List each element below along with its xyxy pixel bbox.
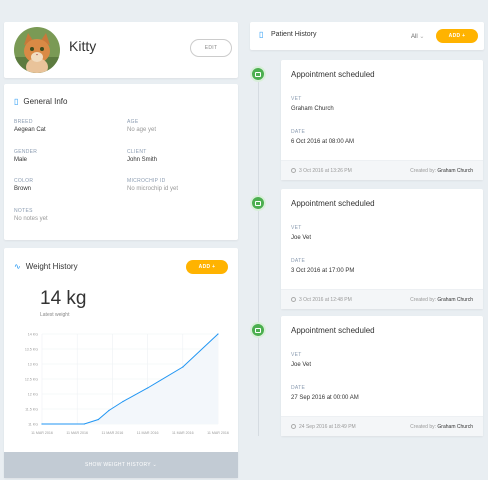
- history-filter-select[interactable]: All ⌄: [411, 34, 425, 40]
- y-tick-label: 12.5 KG: [25, 378, 38, 382]
- notes-label: NOTES: [14, 208, 33, 214]
- created-at: 3 Oct 2016 at 13:26 PM: [291, 168, 352, 174]
- latest-weight-label: Latest weight: [40, 312, 70, 318]
- date-label: DATE: [291, 129, 306, 135]
- color-value: Brown: [14, 186, 32, 192]
- edit-button[interactable]: EDIT: [190, 39, 232, 57]
- pet-avatar: [14, 27, 60, 73]
- created-by: Created by: Graham Church: [410, 168, 473, 174]
- y-tick-label: 14 KG: [28, 333, 38, 337]
- pulse-icon: ∿: [14, 262, 21, 271]
- appointment-card[interactable]: Appointment scheduled VET Graham Church …: [281, 60, 483, 180]
- appointment-title: Appointment scheduled: [291, 326, 375, 335]
- breed-value: Aegean Cat: [14, 127, 46, 133]
- microchip-value: No microchip id yet: [127, 186, 179, 192]
- x-tick-label: 11 MAR 2016: [66, 431, 88, 435]
- calendar-icon: [250, 195, 266, 211]
- show-weight-history-button[interactable]: SHOW WEIGHT HISTORY ⌄: [4, 452, 238, 478]
- clock-icon: [291, 297, 296, 302]
- appointment-footer: 3 Oct 2016 at 12:48 PM Created by: Graha…: [281, 289, 483, 309]
- weight-data-point: [108, 409, 110, 412]
- date-value: 6 Oct 2016 at 08:00 AM: [291, 139, 355, 145]
- timeline-line: [258, 70, 259, 436]
- weight-data-point: [97, 418, 99, 421]
- appointment-card[interactable]: Appointment scheduled VET Joe Vet DATE 3…: [281, 189, 483, 309]
- x-tick-label: 11 MAR 2016: [207, 431, 229, 435]
- vet-label: VET: [291, 96, 302, 102]
- weight-data-point: [41, 423, 43, 425]
- weight-data-point: [83, 423, 85, 425]
- clock-icon: [291, 424, 296, 429]
- vet-value: Graham Church: [291, 106, 334, 112]
- weight-area: [42, 334, 218, 424]
- x-tick-label: 11 MAR 2016: [172, 431, 194, 435]
- general-info-title: ▯ General Info: [14, 97, 68, 106]
- pet-name: Kitty: [69, 38, 97, 54]
- bookmark-icon: ▯: [14, 97, 19, 106]
- x-tick-label: 11 MAR 2016: [102, 431, 124, 435]
- date-value: 3 Oct 2016 at 17:00 PM: [291, 268, 355, 274]
- weight-data-point: [122, 400, 124, 403]
- y-tick-label: 11.5 KG: [25, 408, 38, 412]
- age-value: No age yet: [127, 127, 157, 133]
- y-tick-label: 13 KG: [28, 363, 38, 367]
- patient-history-title: Patient History: [271, 31, 317, 38]
- notes-value: No notes yet: [14, 216, 48, 222]
- vet-value: Joe Vet: [291, 362, 312, 368]
- patient-history-header: ▯ Patient History All ⌄ ADD +: [250, 22, 484, 50]
- general-info-card: ▯ General Info BREED Aegean Cat AGE No ag…: [4, 84, 238, 240]
- client-label: CLIENT: [127, 149, 147, 155]
- age-label: AGE: [127, 119, 139, 125]
- weight-history-title: ∿ Weight History: [14, 262, 78, 271]
- appointment-title: Appointment scheduled: [291, 70, 375, 79]
- x-tick-label: 11 MAR 2016: [137, 431, 159, 435]
- weight-data-point: [147, 387, 149, 389]
- appointment-footer: 24 Sep 2016 at 18:49 PM Created by: Grah…: [281, 416, 483, 436]
- client-value[interactable]: John Smith: [127, 157, 158, 163]
- vet-value: Joe Vet: [291, 235, 312, 241]
- vet-label: VET: [291, 352, 302, 358]
- x-tick-label: 11 MAR 2016: [31, 431, 53, 435]
- vet-label: VET: [291, 225, 302, 231]
- calendar-icon: [250, 66, 266, 82]
- weight-data-point: [182, 366, 184, 368]
- appointment-title: Appointment scheduled: [291, 199, 375, 208]
- y-tick-label: 13.5 KG: [25, 348, 38, 352]
- created-by: Created by: Graham Church: [410, 424, 473, 430]
- y-tick-label: 12 KG: [28, 393, 38, 397]
- created-at: 3 Oct 2016 at 12:48 PM: [291, 297, 352, 303]
- add-history-button[interactable]: ADD +: [436, 29, 478, 43]
- appointment-footer: 3 Oct 2016 at 13:26 PM Created by: Graha…: [281, 160, 483, 180]
- add-weight-button[interactable]: ADD +: [186, 260, 228, 274]
- color-label: COLOR: [14, 178, 34, 184]
- breed-label: BREED: [14, 119, 33, 125]
- latest-weight-value: 14 kg: [40, 288, 87, 309]
- date-label: DATE: [291, 258, 306, 264]
- gender-value: Male: [14, 157, 28, 163]
- date-value: 27 Sep 2016 at 00:00 AM: [291, 395, 359, 401]
- created-at: 24 Sep 2016 at 18:49 PM: [291, 424, 356, 430]
- weight-chart: 14 KG 13.5 KG 13 KG 12.5 KG 12 KG 11.5 KG 11 K…: [25, 333, 229, 436]
- weight-data-point: [217, 333, 219, 335]
- bookmark-icon: ▯: [259, 30, 264, 39]
- chevron-down-icon: ⌄: [419, 34, 425, 40]
- pet-header-card: Kitty EDIT: [4, 22, 238, 78]
- gender-label: GENDER: [14, 149, 38, 155]
- calendar-icon: [250, 322, 266, 338]
- appointment-card[interactable]: Appointment scheduled VET Joe Vet DATE 2…: [281, 316, 483, 436]
- date-label: DATE: [291, 385, 306, 391]
- clock-icon: [291, 168, 296, 173]
- created-by: Created by: Graham Church: [410, 297, 473, 303]
- microchip-label: MICROCHIP ID: [127, 178, 166, 184]
- weight-history-card: ∿ Weight History ADD + 14 kg Latest weigh…: [4, 248, 238, 478]
- y-tick-label: 11 KG: [28, 423, 38, 427]
- weight-series-line: [42, 333, 219, 425]
